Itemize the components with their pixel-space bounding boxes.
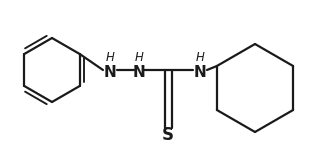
Text: N: N [132, 65, 145, 79]
Text: H: H [106, 51, 115, 64]
Text: N: N [104, 65, 116, 79]
Text: S: S [162, 126, 174, 144]
Text: N: N [194, 65, 206, 79]
Text: H: H [196, 51, 204, 64]
Text: H: H [135, 51, 143, 64]
